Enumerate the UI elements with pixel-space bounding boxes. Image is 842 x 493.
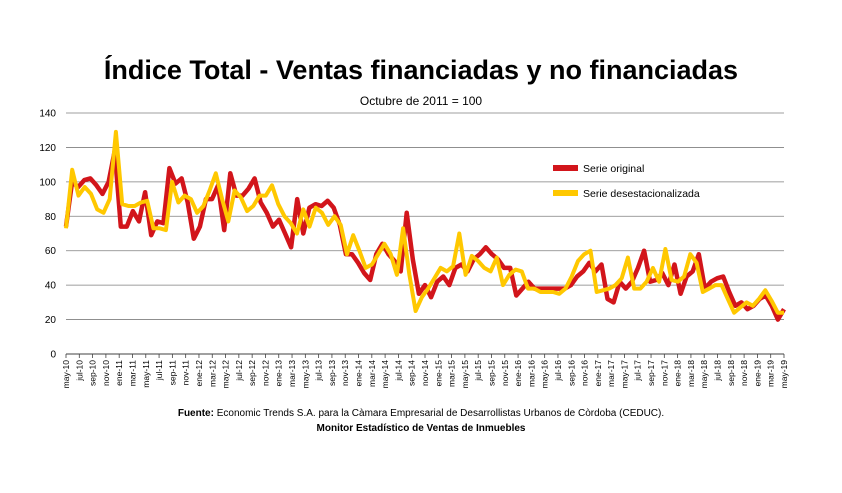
y-tick-label: 60: [45, 246, 57, 257]
y-tick-label: 40: [45, 281, 57, 292]
x-tick-label: sep-13: [327, 360, 337, 386]
x-tick-label: jul-16: [553, 360, 563, 382]
x-tick-label: nov-11: [181, 360, 191, 386]
legend-label: Serie desestacionalizada: [583, 188, 700, 200]
y-tick-label: 80: [45, 212, 57, 223]
chart-subtitle: Octubre de 2011 = 100: [359, 94, 483, 108]
x-tick-label: nov-18: [739, 360, 749, 386]
x-tick-label: may-18: [699, 360, 709, 389]
source-note: Fuente: Economic Trends S.A. para la Càm…: [0, 408, 842, 419]
y-tick-label: 100: [39, 177, 56, 188]
x-tick-label: sep-17: [646, 360, 656, 386]
x-tick-label: ene-19: [752, 360, 762, 387]
x-tick-label: mar-17: [606, 360, 616, 387]
y-tick-label: 140: [39, 109, 56, 120]
x-tick-label: sep-11: [167, 360, 177, 386]
x-tick-label: jul-10: [74, 360, 84, 382]
x-tick-label: nov-12: [260, 360, 270, 386]
chart-title: Índice Total - Ventas financiadas y no f…: [103, 55, 739, 85]
x-tick-label: sep-15: [486, 360, 496, 386]
x-tick-label: mar-12: [207, 360, 217, 387]
x-tick-label: nov-14: [420, 360, 430, 386]
x-tick-label: sep-16: [566, 360, 576, 386]
x-tick-label: sep-10: [88, 360, 98, 386]
x-tick-label: ene-14: [354, 360, 364, 387]
y-tick-label: 20: [45, 315, 57, 326]
x-tick-label: jul-14: [393, 360, 403, 382]
x-tick-label: may-13: [300, 360, 310, 389]
source-label: Fuente:: [177, 408, 214, 419]
legend: Serie original Serie desestacionalizada: [553, 163, 700, 200]
monitor-label: Monitor Estadístico de Ventas de Inmuebl…: [316, 423, 526, 434]
x-tick-label: ene-16: [513, 360, 523, 387]
x-tick-label: ene-13: [274, 360, 284, 387]
x-tick-label: sep-18: [726, 360, 736, 386]
x-tick-label: nov-15: [500, 360, 510, 386]
x-tick-label: sep-12: [247, 360, 257, 386]
x-tick-label: mar-19: [766, 360, 776, 387]
series-line-desestacionalizada: [64, 129, 784, 315]
x-tick-label: may-10: [61, 360, 71, 389]
x-tick-label: jul-13: [314, 360, 324, 382]
x-tick-label: mar-13: [287, 360, 297, 387]
x-tick-label: may-11: [141, 360, 151, 388]
y-tick-label: 0: [50, 350, 56, 361]
x-tick-label: nov-17: [659, 360, 669, 386]
x-tick-label: mar-11: [127, 360, 137, 387]
x-tick-label: may-12: [221, 360, 231, 389]
x-tick-label: sep-14: [407, 360, 417, 386]
x-tick-label: ene-18: [673, 360, 683, 387]
x-tick-label: nov-16: [580, 360, 590, 386]
x-tick-label: jul-17: [633, 360, 643, 382]
legend-label: Serie original: [583, 163, 644, 175]
x-tick-label: may-14: [380, 360, 390, 389]
x-tick-label: mar-18: [686, 360, 696, 387]
x-tick-label: ene-17: [593, 360, 603, 387]
x-tick-label: jul-12: [234, 360, 244, 382]
x-tick-label: nov-10: [101, 360, 111, 386]
x-tick-label: may-19: [779, 360, 789, 389]
x-tick-label: ene-15: [433, 360, 443, 387]
x-tick-label: may-16: [540, 360, 550, 389]
x-tick-label: ene-12: [194, 360, 204, 387]
series-lines: [63, 129, 786, 322]
source-text: Economic Trends S.A. para la Càmara Empr…: [216, 408, 665, 419]
x-tick-label: mar-15: [447, 360, 457, 387]
y-tick-label: 120: [39, 143, 56, 154]
x-tick-label: ene-11: [114, 360, 124, 386]
x-tick-label: jul-18: [713, 360, 723, 382]
x-tick-label: jul-11: [154, 360, 164, 381]
x-tick-label: may-17: [619, 360, 629, 389]
x-tick-label: mar-16: [526, 360, 536, 387]
x-tick-label: nov-13: [340, 360, 350, 386]
x-tick-label: mar-14: [367, 360, 377, 387]
x-tick-label: may-15: [460, 360, 470, 389]
x-tick-label: jul-15: [473, 360, 483, 382]
